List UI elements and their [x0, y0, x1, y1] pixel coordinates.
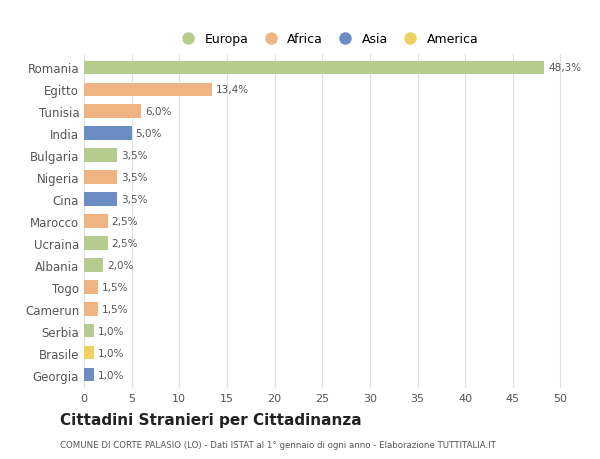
Bar	[84, 368, 94, 381]
Text: 6,0%: 6,0%	[145, 107, 172, 117]
Bar	[84, 324, 94, 338]
Text: 3,5%: 3,5%	[121, 151, 148, 161]
Text: 13,4%: 13,4%	[215, 85, 248, 95]
Bar	[84, 280, 98, 294]
Bar	[84, 127, 131, 140]
Bar	[84, 149, 118, 162]
Text: 3,5%: 3,5%	[121, 195, 148, 205]
Text: 2,5%: 2,5%	[112, 217, 138, 226]
Bar	[84, 105, 141, 119]
Bar	[84, 171, 118, 185]
Text: 1,5%: 1,5%	[102, 282, 128, 292]
Legend: Europa, Africa, Asia, America: Europa, Africa, Asia, America	[170, 28, 484, 51]
Bar	[84, 346, 94, 359]
Text: 1,5%: 1,5%	[102, 304, 128, 314]
Bar	[84, 258, 103, 272]
Text: Cittadini Stranieri per Cittadinanza: Cittadini Stranieri per Cittadinanza	[60, 413, 362, 428]
Bar	[84, 302, 98, 316]
Text: COMUNE DI CORTE PALASIO (LO) - Dati ISTAT al 1° gennaio di ogni anno - Elaborazi: COMUNE DI CORTE PALASIO (LO) - Dati ISTA…	[60, 441, 496, 449]
Text: 3,5%: 3,5%	[121, 173, 148, 183]
Text: 1,0%: 1,0%	[97, 370, 124, 380]
Bar	[84, 62, 544, 75]
Text: 1,0%: 1,0%	[97, 348, 124, 358]
Bar	[84, 215, 108, 228]
Text: 5,0%: 5,0%	[136, 129, 162, 139]
Bar	[84, 84, 212, 97]
Bar	[84, 236, 108, 250]
Text: 2,5%: 2,5%	[112, 238, 138, 248]
Text: 48,3%: 48,3%	[548, 63, 581, 73]
Bar	[84, 193, 118, 207]
Text: 1,0%: 1,0%	[97, 326, 124, 336]
Text: 2,0%: 2,0%	[107, 260, 133, 270]
